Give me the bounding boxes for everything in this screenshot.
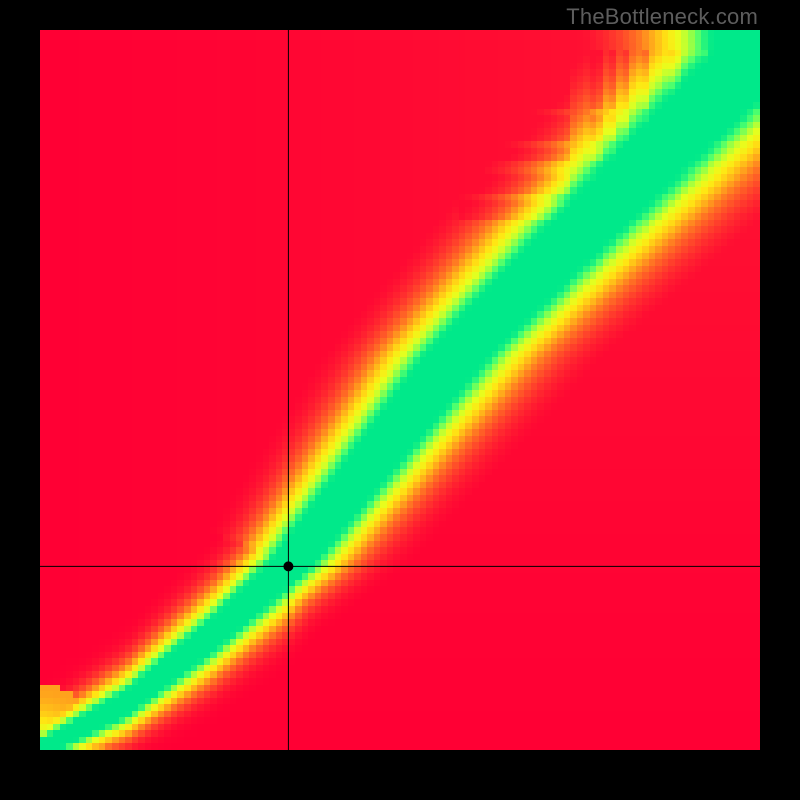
chart-container: TheBottleneck.com	[0, 0, 800, 800]
watermark-text: TheBottleneck.com	[566, 4, 758, 30]
bottleneck-heatmap	[40, 30, 760, 750]
